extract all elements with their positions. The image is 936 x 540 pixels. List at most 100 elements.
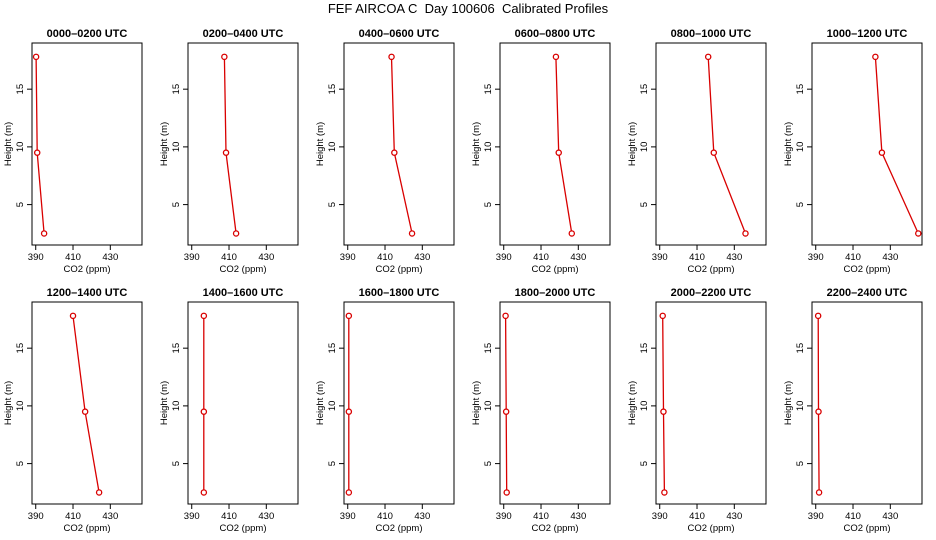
plot-frame: [31, 301, 143, 505]
x-tick-label: 430: [414, 511, 430, 522]
x-tick-label: 410: [65, 511, 81, 522]
x-axis-label: CO2 (ppm): [532, 523, 579, 534]
y-tick-label: 10: [483, 142, 494, 153]
x-tick-label: 410: [221, 252, 237, 263]
y-tick-label: 10: [171, 142, 182, 153]
x-tick-label: 410: [533, 252, 549, 263]
x-tick-label: 430: [102, 511, 118, 522]
x-tick-label: 410: [221, 511, 237, 522]
data-point: [81, 408, 89, 415]
x-tick-label: 410: [533, 511, 549, 522]
x-tick-label: 390: [808, 252, 824, 263]
profile-line: [874, 56, 919, 234]
y-tick-label: 15: [327, 343, 338, 354]
y-tick-label: 10: [639, 142, 650, 153]
y-tick-label: 5: [327, 461, 338, 466]
plot-frame: [655, 42, 767, 246]
y-tick-label: 15: [639, 343, 650, 354]
y-tick-label: 5: [639, 461, 650, 466]
profile-line: [662, 315, 666, 493]
y-axis-label: Height (m): [783, 122, 794, 166]
x-tick-label: 410: [377, 511, 393, 522]
y-axis-label: Height (m): [3, 122, 14, 166]
y-axis-label: Height (m): [3, 381, 14, 425]
data-point: [200, 489, 208, 496]
data-point: [69, 312, 77, 320]
x-tick-label: 410: [689, 511, 705, 522]
x-tick-label: 430: [726, 511, 742, 522]
plot-frame: [811, 301, 923, 505]
y-axis-label: Height (m): [471, 122, 482, 166]
panel-title: 0400–0600 UTC: [359, 28, 440, 40]
y-tick-label: 10: [795, 401, 806, 412]
plot-frame: [811, 42, 923, 246]
data-point: [345, 312, 353, 320]
y-tick-label: 5: [483, 461, 494, 466]
y-tick-label: 10: [15, 401, 26, 412]
y-tick-label: 10: [483, 401, 494, 412]
x-tick-label: 390: [184, 252, 200, 263]
y-tick-label: 10: [327, 142, 338, 153]
x-tick-label: 430: [570, 511, 586, 522]
data-point: [200, 408, 208, 415]
data-point: [345, 408, 353, 415]
data-point: [95, 489, 103, 496]
y-tick-label: 5: [171, 461, 182, 466]
plot-frame: [31, 42, 143, 246]
y-tick-label: 5: [795, 202, 806, 207]
panel-title: 2200–2400 UTC: [827, 287, 908, 299]
plot-frame: [187, 301, 299, 505]
x-tick-label: 430: [102, 252, 118, 263]
x-axis-label: CO2 (ppm): [220, 264, 267, 275]
y-tick-label: 15: [171, 84, 182, 95]
y-axis-label: Height (m): [159, 381, 170, 425]
data-point: [568, 230, 576, 237]
data-point: [659, 312, 666, 320]
x-tick-label: 430: [258, 252, 274, 263]
profile-line: [707, 56, 747, 234]
plot-frame: [187, 42, 299, 246]
panel-title: 0600–0800 UTC: [515, 28, 596, 40]
data-point: [742, 230, 749, 237]
y-tick-label: 5: [171, 202, 182, 207]
x-axis-label: CO2 (ppm): [220, 523, 267, 534]
y-axis-label: Height (m): [783, 381, 794, 425]
panel-title: 1000–1200 UTC: [827, 28, 908, 40]
x-tick-label: 430: [414, 252, 430, 263]
x-tick-label: 390: [808, 511, 824, 522]
data-point: [552, 53, 560, 61]
x-tick-label: 390: [652, 511, 668, 522]
data-point: [815, 489, 823, 496]
x-axis-label: CO2 (ppm): [688, 264, 735, 275]
x-axis-label: CO2 (ppm): [844, 523, 891, 534]
x-tick-label: 430: [726, 252, 742, 263]
profile-line: [504, 315, 508, 493]
panel-title: 0800–1000 UTC: [671, 28, 752, 40]
data-point: [345, 489, 353, 496]
profile-line: [555, 56, 573, 234]
panel-title: 0000–0200 UTC: [47, 28, 128, 40]
data-point: [872, 53, 879, 61]
x-axis-label: CO2 (ppm): [64, 523, 111, 534]
y-tick-label: 15: [327, 84, 338, 95]
y-tick-label: 10: [795, 142, 806, 153]
profile-line: [72, 315, 100, 493]
y-tick-label: 15: [171, 343, 182, 354]
y-tick-label: 15: [15, 84, 26, 95]
y-axis-label: Height (m): [471, 381, 482, 425]
data-point: [878, 149, 886, 156]
plot-frame: [499, 301, 611, 505]
data-point: [502, 312, 509, 320]
x-tick-label: 430: [882, 252, 898, 263]
data-point: [391, 149, 398, 156]
plot-frame: [343, 301, 455, 505]
x-axis-label: CO2 (ppm): [844, 264, 891, 275]
data-point: [32, 53, 40, 61]
